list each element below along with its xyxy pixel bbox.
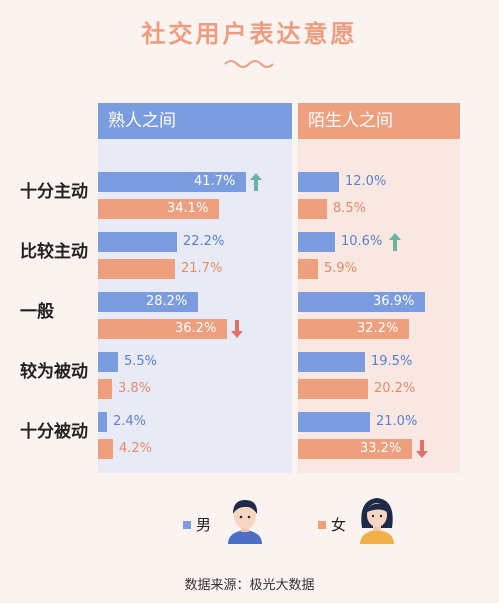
category-label: 较为被动	[20, 362, 88, 382]
value-label: 5.5%	[124, 354, 158, 369]
bar-female	[298, 379, 368, 399]
chart-title: 社交用户表达意愿	[141, 20, 358, 48]
legend-female-label: 女	[331, 516, 347, 534]
bar-male	[298, 232, 335, 252]
category-label: 比较主动	[20, 242, 88, 262]
value-label: 21.7%	[181, 261, 223, 276]
bar-female	[98, 259, 175, 279]
bar-female	[298, 199, 327, 219]
legend-male-label: 男	[196, 516, 212, 534]
bar-male	[98, 292, 198, 312]
bar-male	[98, 412, 107, 432]
value-label: 4.2%	[119, 441, 153, 456]
arrow-up-icon	[250, 173, 262, 191]
bar-female	[298, 439, 412, 459]
value-label: 41.7%	[194, 174, 236, 189]
value-label: 5.9%	[324, 261, 358, 276]
bar-male	[298, 412, 370, 432]
acquaintance-panel	[98, 103, 292, 473]
legend-male-swatch	[183, 521, 191, 529]
value-label: 33.2%	[360, 441, 402, 456]
value-label: 2.4%	[113, 414, 147, 429]
bar-female	[98, 199, 219, 219]
bar-female	[98, 379, 112, 399]
bar-male	[298, 292, 425, 312]
bar-female	[98, 439, 113, 459]
bar-female	[298, 259, 318, 279]
data-source: 数据来源：极光大数据	[184, 578, 315, 593]
bar-male	[298, 352, 365, 372]
value-label: 3.8%	[118, 381, 152, 396]
bar-male	[98, 172, 246, 192]
female-avatar-icon	[360, 498, 394, 544]
value-label: 22.2%	[183, 234, 225, 249]
value-label: 36.2%	[175, 321, 217, 336]
value-label: 36.9%	[373, 294, 415, 309]
category-label: 十分主动	[20, 182, 88, 202]
arrow-down-icon	[416, 440, 428, 458]
bar-male	[298, 172, 339, 192]
value-label: 12.0%	[345, 174, 387, 189]
value-label: 19.5%	[371, 354, 413, 369]
bar-female	[298, 319, 409, 339]
category-label: 十分被动	[20, 422, 88, 442]
value-label: 21.0%	[376, 414, 418, 429]
value-label: 32.2%	[357, 321, 399, 336]
value-label: 28.2%	[146, 294, 188, 309]
bar-female	[98, 319, 227, 339]
arrow-up-icon	[389, 233, 401, 251]
value-label: 10.6%	[341, 234, 383, 249]
bar-male	[98, 232, 177, 252]
acquaintance-header: 熟人之间	[98, 103, 292, 139]
bar-male	[98, 352, 118, 372]
value-label: 34.1%	[167, 201, 209, 216]
male-avatar-icon	[228, 500, 262, 544]
value-label: 20.2%	[374, 381, 416, 396]
wave-divider-icon	[224, 60, 274, 68]
value-label: 8.5%	[333, 201, 367, 216]
legend-female-swatch	[318, 521, 326, 529]
category-label: 一般	[20, 302, 54, 322]
stranger-panel	[298, 103, 460, 473]
stranger-header: 陌生人之间	[298, 103, 460, 139]
arrow-down-icon	[231, 320, 243, 338]
